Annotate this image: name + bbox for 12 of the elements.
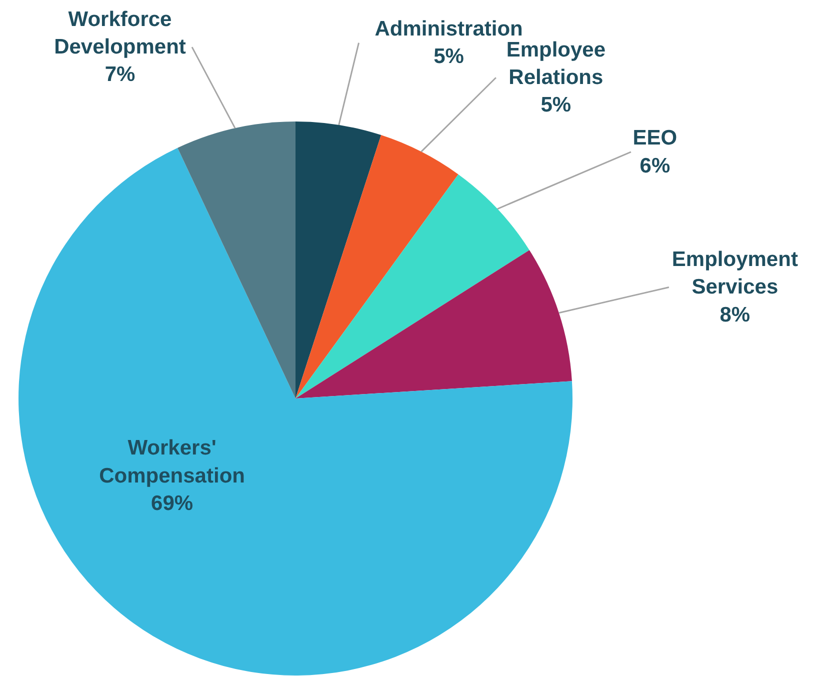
data-label: 7% xyxy=(104,63,136,86)
slice-label: EEO xyxy=(632,126,678,150)
data-label: 5% xyxy=(540,94,572,117)
data-label: 69% xyxy=(151,492,194,515)
slice-label: Workforce Development xyxy=(54,8,186,59)
slice-label: Administration xyxy=(374,18,523,41)
slice-label: Workers' Compensation xyxy=(99,436,245,488)
slice-label: Employment Services xyxy=(672,248,798,299)
data-label: 5% xyxy=(434,45,464,68)
data-label: 6% xyxy=(640,154,670,178)
data-label: 8% xyxy=(720,303,750,326)
slice-label: Employee Relations xyxy=(506,38,606,90)
